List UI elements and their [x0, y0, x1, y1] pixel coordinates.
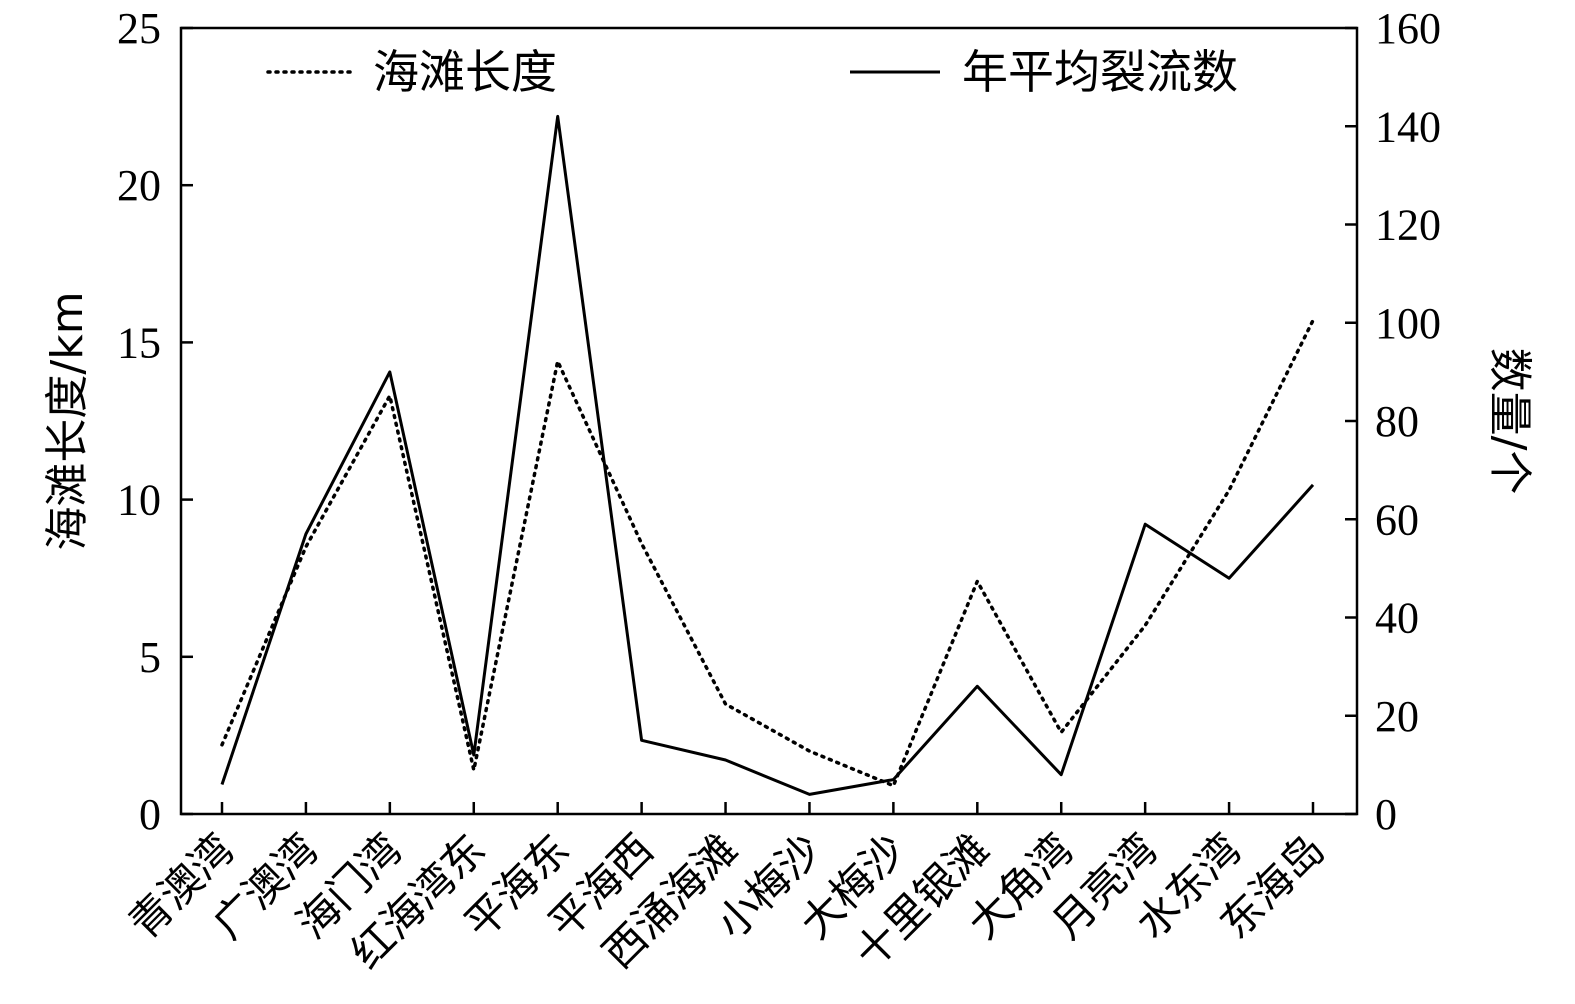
right-tick-label: 160 [1375, 4, 1441, 53]
left-tick-label: 0 [139, 790, 161, 839]
right-axis: 0 20 40 60 80 100 120 140 160 [1345, 4, 1441, 839]
left-axis: 0 5 10 15 20 25 [117, 4, 193, 839]
right-tick-label: 0 [1375, 790, 1397, 839]
left-tick-label: 25 [117, 4, 161, 53]
left-tick-label: 15 [117, 318, 161, 367]
right-tick-label: 140 [1375, 102, 1441, 151]
right-tick-label: 60 [1375, 495, 1419, 544]
right-axis-title: 数量/个 [1484, 348, 1535, 495]
right-tick-label: 120 [1375, 201, 1441, 250]
legend-label-0: 海滩长度 [373, 45, 557, 99]
right-tick-label: 40 [1375, 594, 1419, 643]
right-tick-label: 80 [1375, 397, 1419, 446]
legend: 海滩长度 年平均裂流数 [266, 45, 1238, 99]
right-tick-label: 20 [1375, 692, 1419, 741]
left-tick-label: 20 [117, 161, 161, 210]
right-tick-label: 100 [1375, 299, 1441, 348]
left-axis-title: 海滩长度/km [42, 291, 93, 550]
left-tick-label: 5 [139, 633, 161, 682]
x-axis: 青澳湾广澳湾海门湾红海湾东平海东平海西西涌海滩小梅沙大梅沙十里银滩大角湾月亮湾水… [119, 802, 1334, 978]
left-tick-label: 10 [117, 476, 161, 525]
series-line-0 [220, 318, 1315, 788]
legend-label-1: 年平均裂流数 [962, 45, 1238, 99]
plot-frame [179, 26, 1359, 816]
series-line-1 [220, 114, 1315, 796]
series-layer [220, 114, 1315, 796]
